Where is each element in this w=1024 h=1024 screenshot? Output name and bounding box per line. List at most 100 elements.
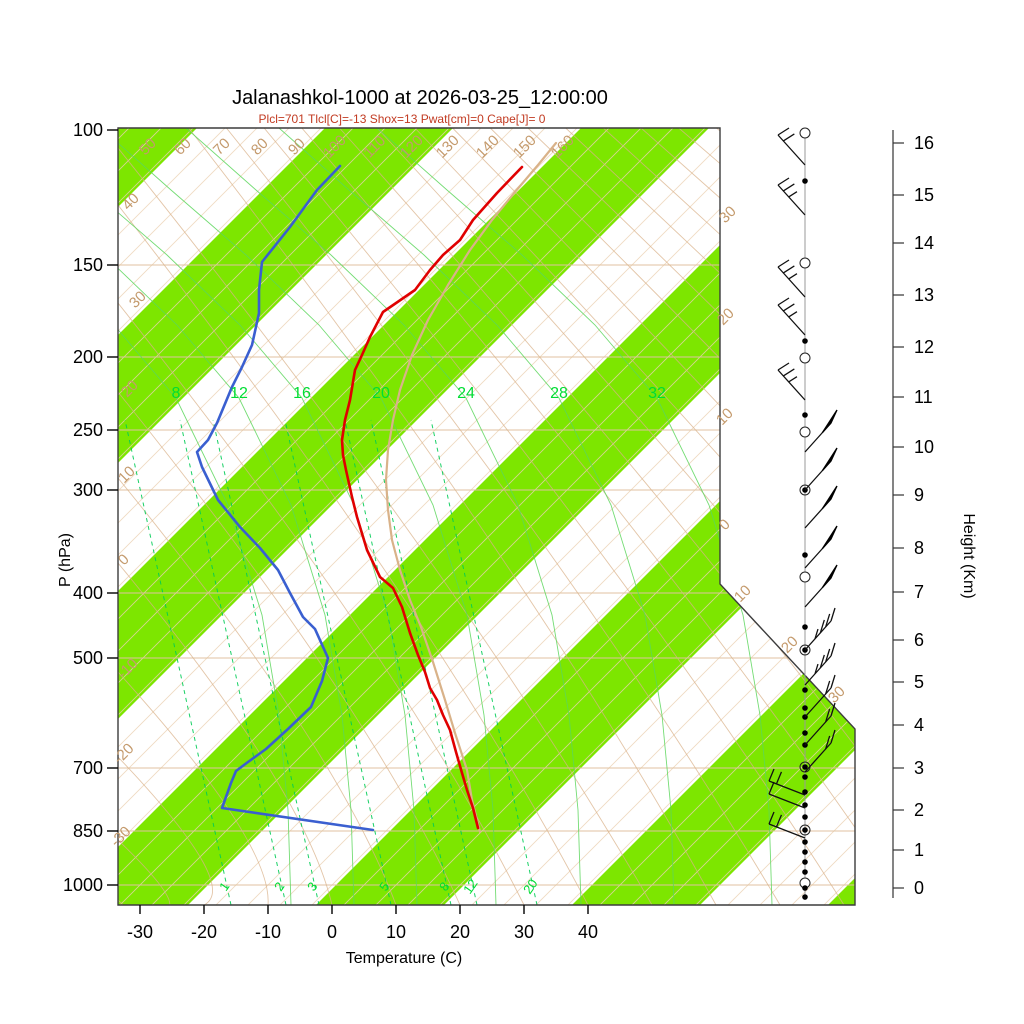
svg-text:10: 10 — [914, 437, 934, 457]
svg-text:-30: -30 — [127, 922, 153, 942]
wind-barb — [768, 781, 806, 809]
wind-barb — [777, 259, 806, 298]
wind-level-dot — [802, 869, 808, 875]
svg-text:12: 12 — [230, 385, 248, 402]
svg-text:5: 5 — [914, 672, 924, 692]
svg-text:28: 28 — [550, 385, 568, 402]
wind-level-circle — [799, 426, 811, 438]
wind-level-circle — [799, 127, 811, 139]
wind-level-dot — [802, 839, 808, 845]
mixing-ratio-lines — [124, 419, 538, 905]
moist-adiabat-lines — [118, 128, 773, 905]
svg-text:15: 15 — [914, 185, 934, 205]
svg-text:1: 1 — [914, 840, 924, 860]
svg-text:9: 9 — [914, 485, 924, 505]
wind-barb — [804, 674, 836, 718]
wind-barb — [804, 409, 838, 453]
svg-text:2: 2 — [914, 800, 924, 820]
wind-level-dot — [802, 859, 808, 865]
wind-barb — [804, 702, 836, 746]
svg-text:850: 850 — [73, 821, 103, 841]
svg-text:3: 3 — [914, 758, 924, 778]
isotherm-band-stripes — [118, 128, 855, 905]
wind-level-dot — [802, 774, 808, 780]
wind-barb — [804, 729, 836, 773]
svg-text:4: 4 — [914, 715, 924, 735]
wind-level-dot — [802, 624, 808, 630]
svg-text:1000: 1000 — [63, 875, 103, 895]
svg-text:400: 400 — [73, 583, 103, 603]
svg-text:20: 20 — [372, 385, 390, 402]
mixing-ratio-label: 12 — [460, 876, 481, 896]
svg-text:150: 150 — [510, 132, 540, 162]
svg-text:150: 150 — [73, 255, 103, 275]
wind-barb — [804, 607, 836, 651]
parcel-ascent-curve — [384, 141, 558, 834]
svg-text:200: 200 — [73, 347, 103, 367]
pressure-axis-label: P (hPa) — [57, 533, 74, 587]
wind-level-dot — [802, 802, 808, 808]
clipped-grid-layers — [118, 128, 855, 905]
wind-barb — [777, 362, 806, 401]
wind-level-dot — [802, 764, 808, 770]
svg-text:20: 20 — [450, 922, 470, 942]
plot-frame — [117, 127, 856, 906]
svg-text:-20: -20 — [191, 922, 217, 942]
wind-level-dot — [802, 789, 808, 795]
wind-level-dot — [802, 894, 808, 900]
svg-text:-10: -10 — [255, 922, 281, 942]
wind-level-dot — [802, 338, 808, 344]
wind-level-dot — [802, 849, 808, 855]
svg-text:11: 11 — [914, 387, 933, 407]
svg-text:100: 100 — [73, 120, 103, 140]
svg-text:6: 6 — [914, 630, 924, 650]
wind-barb — [804, 485, 838, 529]
svg-text:14: 14 — [914, 233, 934, 253]
wind-level-dot — [802, 412, 808, 418]
mixing-ratio-label: 20 — [520, 876, 541, 896]
wind-level-dot — [802, 885, 808, 891]
wind-level-dot — [802, 705, 808, 711]
svg-text:0: 0 — [914, 878, 924, 898]
pressure-gridlines — [118, 264, 855, 886]
wind-barb — [777, 127, 806, 166]
wind-level-dot — [802, 552, 808, 558]
svg-text:8: 8 — [914, 538, 924, 558]
mixing-ratio-label: 2 — [271, 879, 287, 894]
svg-text:8: 8 — [172, 385, 181, 402]
svg-text:12: 12 — [914, 337, 934, 357]
wind-level-circle — [799, 257, 811, 269]
svg-text:300: 300 — [73, 480, 103, 500]
svg-text:80: 80 — [248, 135, 272, 159]
svg-text:20: 20 — [778, 633, 802, 657]
svg-text:24: 24 — [457, 385, 475, 402]
wind-level-dot — [802, 814, 808, 820]
wind-barb — [804, 642, 836, 686]
wind-barb — [777, 177, 806, 216]
wind-level-dot — [802, 687, 808, 693]
wind-barb — [768, 768, 806, 796]
svg-text:7: 7 — [914, 582, 924, 602]
chart-subtitle: Plcl=701 Tlcl[C]=-13 Shox=13 Pwat[cm]=0 … — [259, 112, 546, 126]
wind-level-circle — [799, 571, 811, 583]
dewpoint-curve — [195, 164, 375, 832]
svg-text:13: 13 — [914, 285, 934, 305]
wind-level-circle — [799, 644, 811, 656]
generated-plot-layers: 50 60 70 80 90 100 110 120 130 140 150 160403020100… — [63, 120, 934, 942]
temperature-axis-label: Temperature (C) — [346, 950, 462, 967]
mixing-ratio-label: 3 — [304, 879, 320, 894]
wind-barb — [804, 447, 838, 491]
svg-text:40: 40 — [578, 922, 598, 942]
svg-text:30: 30 — [514, 922, 534, 942]
wind-level-dot — [802, 730, 808, 736]
svg-text:32: 32 — [648, 385, 666, 402]
wind-barb — [804, 564, 838, 608]
wind-level-circle — [799, 484, 811, 496]
height-axis-label: Height (Km) — [960, 513, 977, 598]
svg-text:700: 700 — [73, 758, 103, 778]
wind-level-dot — [802, 178, 808, 184]
svg-text:10: 10 — [713, 405, 737, 429]
svg-text:250: 250 — [73, 420, 103, 440]
